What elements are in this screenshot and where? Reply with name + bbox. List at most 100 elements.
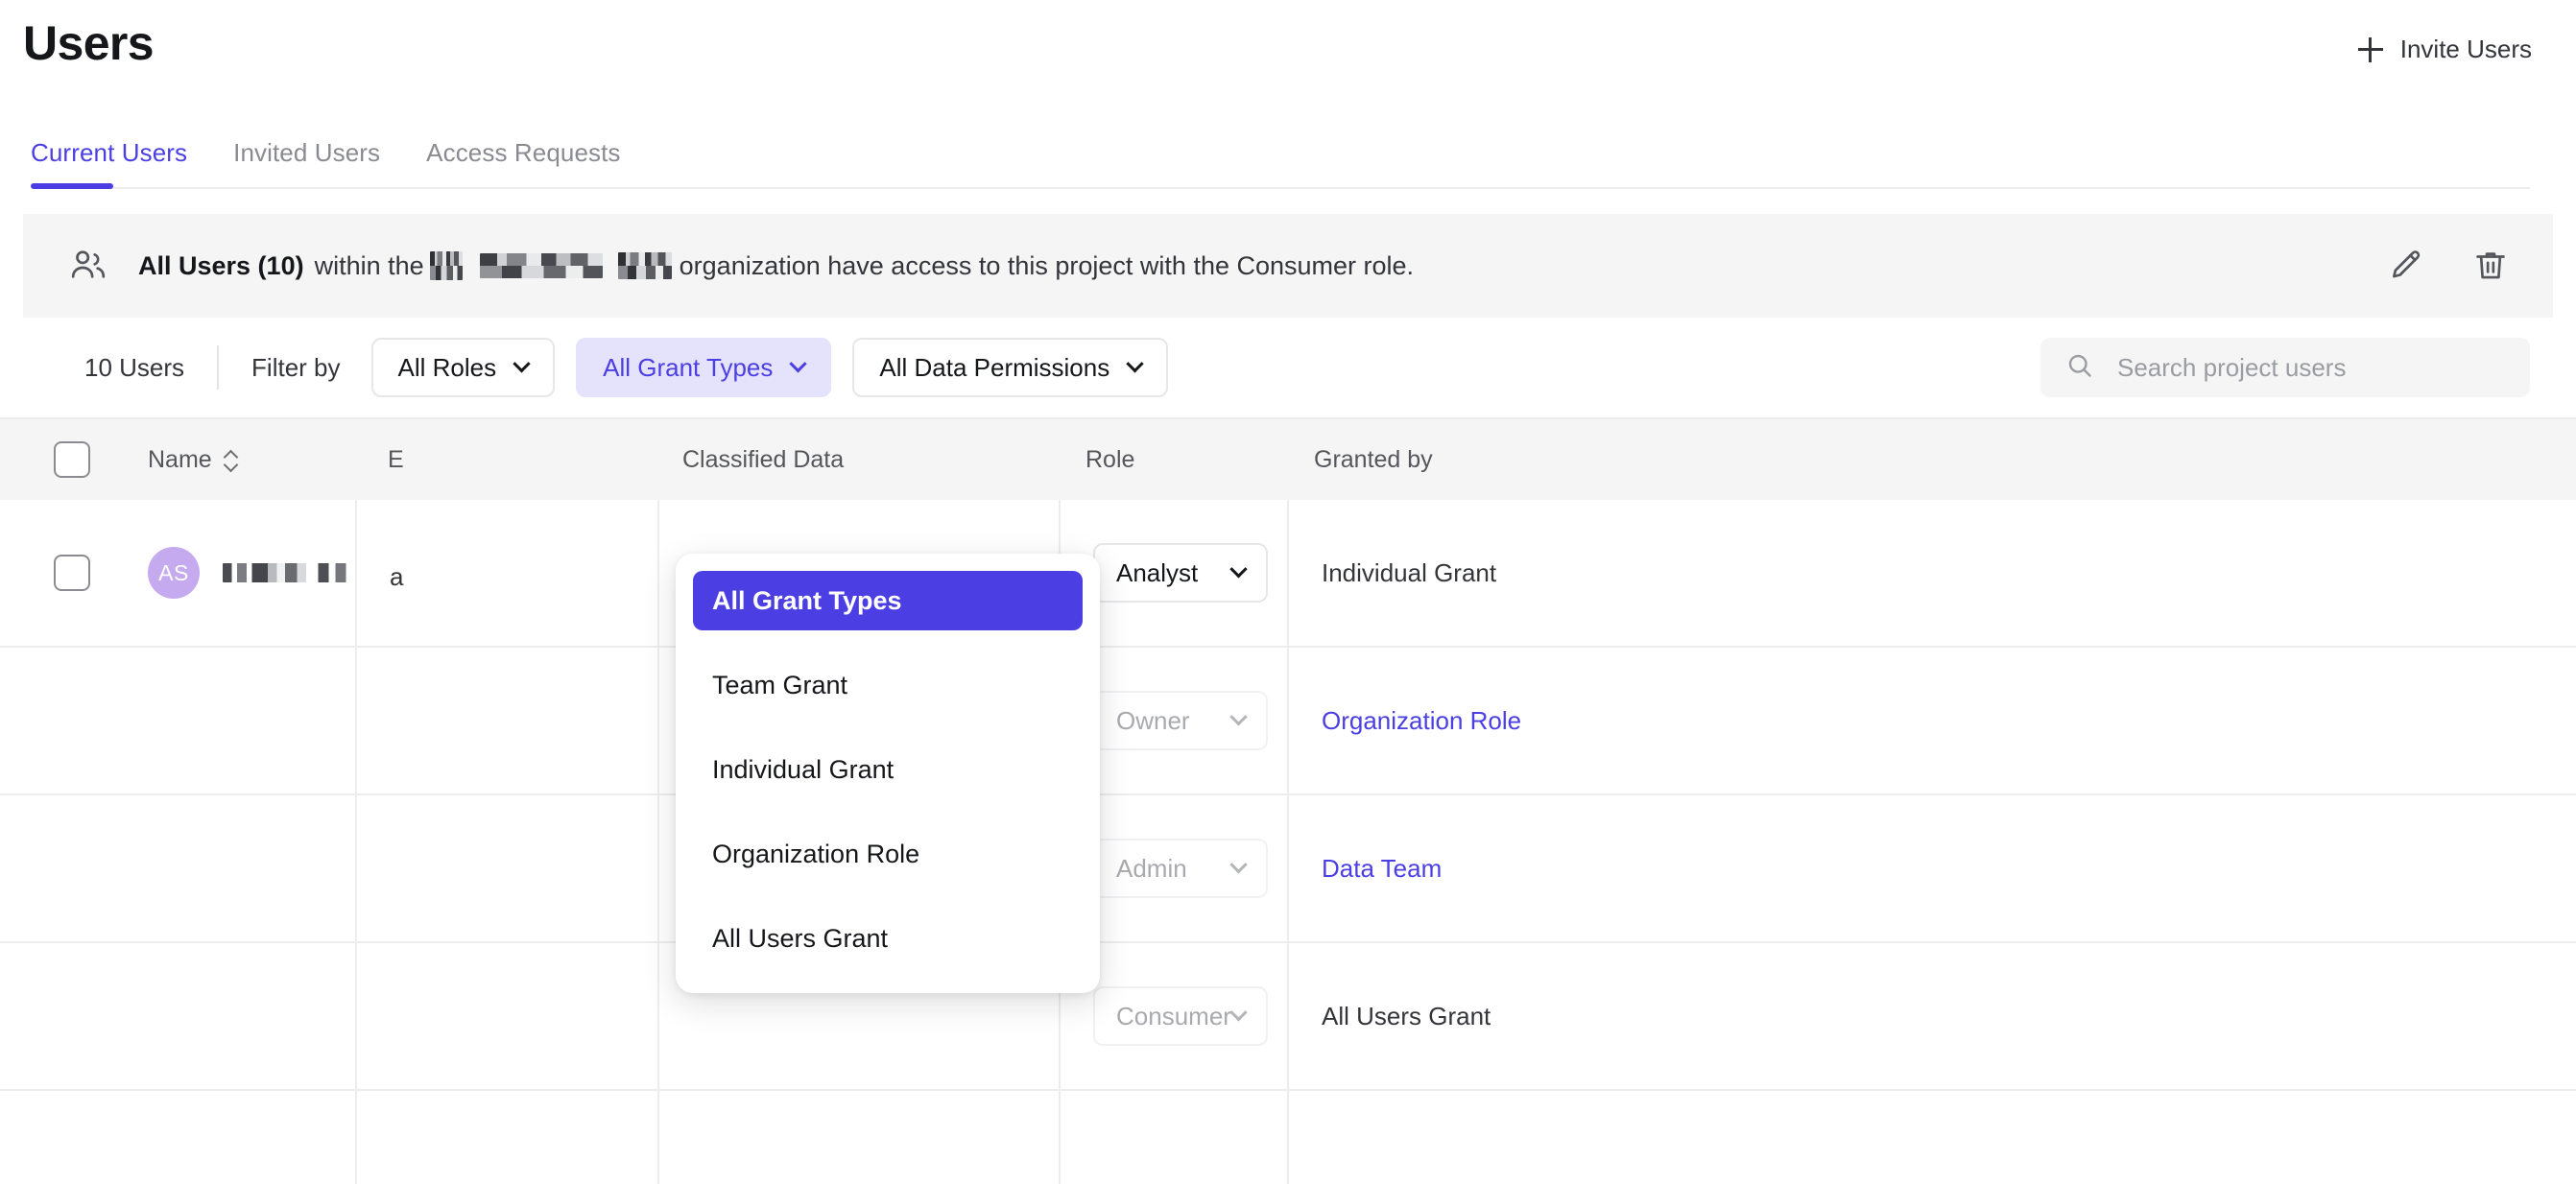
granted-by-link[interactable]: Organization Role — [1322, 705, 1522, 735]
tab-list: Current Users Invited Users Access Reque… — [23, 138, 2553, 189]
tab-current-users[interactable]: Current Users — [23, 138, 210, 189]
role-dropdown[interactable]: Analyst — [1093, 543, 1268, 603]
all-users-banner: All Users (10) within the organization h… — [23, 214, 2553, 318]
dropdown-item-all-grant-types[interactable]: All Grant Types — [693, 571, 1083, 630]
table-row: AS a Can View Analyst Individual Grant — [0, 500, 2576, 648]
filter-all-grant-types-label: All Grant Types — [603, 352, 774, 382]
sort-icon[interactable] — [226, 451, 237, 468]
row-name-cell — [115, 1091, 355, 1184]
dropdown-item-team-grant[interactable]: Team Grant — [712, 670, 848, 699]
dropdown-item-organization-role[interactable]: Organization Role — [712, 839, 920, 868]
pencil-icon — [2388, 250, 2424, 287]
table-body: AS a Can View Analyst Individual Grant — [0, 500, 2576, 1184]
banner-content: All Users (10) within the organization h… — [69, 248, 2384, 285]
granted-by-link[interactable]: Data Team — [1322, 853, 1443, 883]
row-email-cell: a — [355, 500, 657, 646]
filter-all-roles[interactable]: All Roles — [370, 338, 556, 397]
filter-all-data-permissions-label: All Data Permissions — [879, 352, 1110, 382]
filter-all-grant-types[interactable]: All Grant Types — [576, 338, 832, 397]
active-tab-indicator — [31, 183, 113, 189]
filter-divider — [217, 345, 220, 390]
dropdown-item-individual-grant[interactable]: Individual Grant — [712, 754, 894, 784]
row-email-cell — [355, 1091, 657, 1184]
row-email-cell — [355, 943, 657, 1089]
banner-all-users-count: All Users (10) — [138, 250, 304, 280]
column-header-name-label: Name — [148, 445, 212, 473]
chevron-down-icon — [1229, 855, 1248, 873]
dropdown-item-all-users-grant[interactable]: All Users Grant — [712, 923, 889, 953]
row-role-cell: Admin — [1059, 795, 1287, 941]
row-granted-by-cell: Organization Role — [1287, 648, 2576, 793]
banner-text-mid: within the — [314, 250, 424, 280]
invite-users-button[interactable]: Invite Users — [2352, 23, 2538, 76]
redacted-org-name-3 — [617, 252, 672, 279]
row-name-cell — [115, 795, 355, 941]
grant-types-dropdown-menu: All Grant Types Team Grant Individual Gr… — [676, 554, 1100, 993]
row-role-cell: Owner — [1059, 648, 1287, 793]
chevron-down-icon — [1229, 1003, 1248, 1021]
row-classified-cell — [657, 943, 1059, 1089]
row-checkbox[interactable] — [54, 555, 90, 591]
table-row: Owner Organization Role — [0, 648, 2576, 795]
row-name-cell — [115, 943, 355, 1089]
edit-banner-button[interactable] — [2384, 244, 2428, 288]
banner-actions — [2384, 244, 2522, 288]
plus-icon — [2357, 36, 2383, 62]
table-row: Admin Data Team — [0, 795, 2576, 943]
chevron-down-icon — [1229, 707, 1248, 725]
table-row: Consumer All Users Grant — [0, 943, 2576, 1091]
row-email-cell — [355, 648, 657, 793]
filter-by-label: Filter by — [251, 352, 341, 382]
row-role-cell: Consumer — [1059, 943, 1287, 1089]
search-project-users[interactable] — [2040, 338, 2530, 397]
row-granted-by-cell: All Users Grant — [1287, 943, 2576, 1089]
chevron-down-icon — [1229, 559, 1248, 578]
column-header-email: E — [388, 445, 404, 473]
people-icon — [69, 248, 107, 285]
row-name-cell: AS — [115, 500, 355, 646]
redacted-user-name — [223, 563, 355, 582]
chevron-down-icon — [1126, 354, 1144, 372]
search-input[interactable] — [2115, 351, 2505, 384]
column-header-classified-data: Classified Data — [682, 445, 845, 473]
users-table: Name E Classified Data Role Granted by A… — [0, 417, 2576, 1184]
redacted-org-name-1 — [429, 251, 463, 280]
role-dropdown: Consumer — [1093, 986, 1268, 1046]
row-select-cell — [0, 500, 115, 646]
invite-users-label: Invite Users — [2399, 35, 2532, 63]
tabs-divider — [46, 187, 2530, 189]
column-header-granted-by: Granted by — [1314, 445, 1433, 473]
page-title: Users — [23, 16, 155, 70]
row-select-cell — [0, 943, 115, 1089]
banner-text-tail: organization have access to this project… — [679, 250, 1415, 280]
search-icon — [2065, 351, 2094, 385]
column-header-name[interactable]: Name — [115, 419, 355, 500]
tab-invited-users[interactable]: Invited Users — [210, 138, 403, 189]
page-header: Users Invite Users — [0, 0, 2576, 92]
banner-text: All Users (10) within the organization h… — [138, 251, 1414, 281]
tab-access-requests[interactable]: Access Requests — [403, 138, 643, 189]
column-header-role: Role — [1085, 445, 1135, 473]
filter-all-data-permissions[interactable]: All Data Permissions — [852, 338, 1169, 397]
table-header-row: Name E Classified Data Role Granted by — [0, 417, 2576, 500]
row-email-cell — [355, 795, 657, 941]
row-granted-by-cell: Individual Grant — [1287, 500, 2576, 646]
row-name-cell — [115, 648, 355, 793]
select-all-header — [0, 419, 115, 500]
tabs-bar: Current Users Invited Users Access Reque… — [0, 138, 2576, 189]
avatar: AS — [148, 547, 200, 599]
row-select-cell — [0, 795, 115, 941]
select-all-checkbox[interactable] — [54, 441, 90, 478]
role-dropdown-value: Owner — [1116, 705, 1190, 735]
row-select-cell — [0, 648, 115, 793]
role-dropdown-value: Analyst — [1116, 557, 1199, 587]
row-granted-by-cell: Data Team — [1287, 795, 2576, 941]
delete-banner-button[interactable] — [2469, 244, 2513, 288]
filter-bar: 10 Users Filter by All Roles All Grant T… — [23, 318, 2553, 417]
row-granted-by-cell — [1287, 1091, 2576, 1184]
trash-icon — [2472, 252, 2509, 287]
redacted-org-name-2 — [479, 253, 603, 278]
chevron-down-icon — [513, 354, 531, 372]
role-dropdown-value: Consumer — [1116, 1001, 1231, 1030]
